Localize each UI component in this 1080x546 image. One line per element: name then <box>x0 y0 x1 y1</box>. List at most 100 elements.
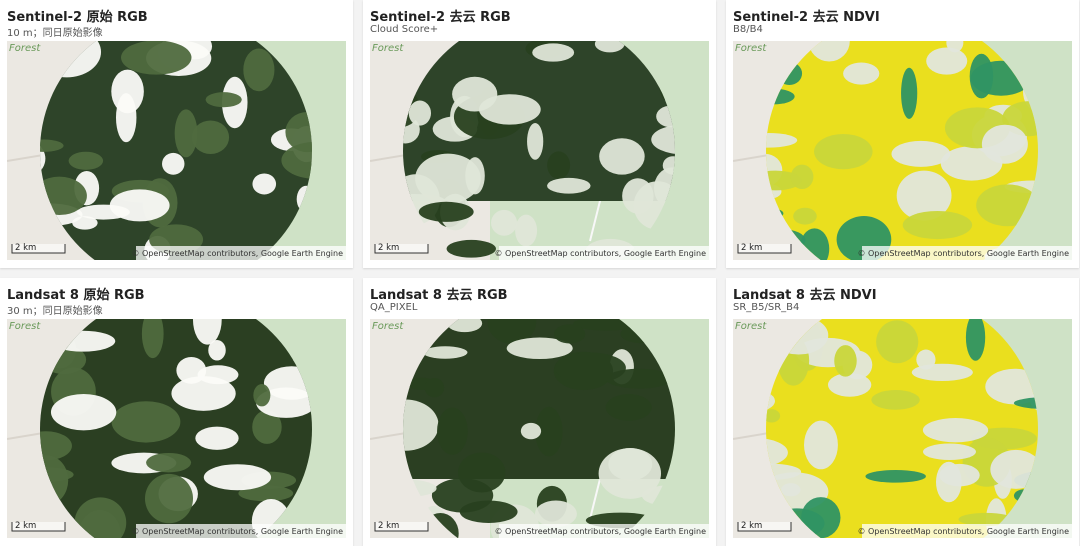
imagery-patch <box>834 345 857 377</box>
imagery-patch <box>418 201 474 222</box>
imagery-patch <box>78 509 122 538</box>
imagery-patch <box>766 438 788 468</box>
imagery <box>40 319 312 538</box>
imagery-patch <box>465 157 485 195</box>
imagery-patch <box>176 356 207 384</box>
imagery-patch <box>458 452 506 493</box>
attribution-bg <box>499 246 709 260</box>
imagery-patch <box>958 512 1014 526</box>
imagery-patch <box>965 319 986 361</box>
scale-label: 2 km <box>15 521 36 531</box>
scale-label: 2 km <box>741 243 762 253</box>
imagery-patch <box>256 387 312 418</box>
imagery-patch <box>553 324 586 344</box>
map-label: Forest <box>372 43 404 54</box>
scale-label: 2 km <box>15 243 36 253</box>
imagery-patch <box>554 352 626 384</box>
attribution: © OpenStreetMap contributors, Google Ear… <box>857 249 1069 258</box>
map-label: Forest <box>372 321 404 332</box>
imagery-patch <box>491 209 518 236</box>
imagery-patch <box>40 139 64 152</box>
imagery-patch <box>766 132 798 148</box>
imagery-patch <box>192 319 222 345</box>
imagery-patch <box>111 69 144 114</box>
imagery-patch <box>599 138 645 175</box>
map-card: Landsat 8 去云 RGB QA_PIXEL Forest 2 km © Open… <box>363 278 716 546</box>
panel-title: Landsat 8 去云 NDVI <box>733 288 877 303</box>
imagery-patch <box>520 422 542 440</box>
imagery-patch <box>487 319 537 344</box>
attribution-bg <box>136 524 346 538</box>
scale-label: 2 km <box>378 243 399 253</box>
map: Forest 2 km © OpenStreetMap contributors, … <box>733 41 1072 260</box>
map-card: Sentinel-2 去云 NDVI B8/B4 Forest 2 km © OpenS… <box>726 0 1079 268</box>
imagery-patch <box>605 394 652 421</box>
imagery-patch <box>547 151 571 180</box>
imagery-patch <box>121 41 192 75</box>
imagery-patch <box>969 53 994 99</box>
panel-title: Landsat 8 原始 RGB <box>7 288 145 303</box>
panel-title: Sentinel-2 原始 RGB <box>7 10 148 25</box>
attribution-bg <box>136 246 346 260</box>
imagery-patch <box>40 431 72 461</box>
imagery-patch <box>205 92 242 108</box>
imagery-patch <box>72 216 98 230</box>
map: Forest 2 km © OpenStreetMap contributors, … <box>370 41 709 260</box>
imagery-patch <box>896 170 952 221</box>
imagery-patch <box>843 62 880 85</box>
panel-subtitle: Cloud Score+ <box>370 24 439 35</box>
imagery-patch <box>238 485 294 502</box>
attribution-bg <box>862 246 1072 260</box>
map: Forest 2 km © OpenStreetMap contributors, … <box>733 319 1072 538</box>
imagery-patch <box>790 164 814 190</box>
imagery-patch <box>197 365 239 385</box>
imagery-patch <box>527 123 544 160</box>
imagery-patch <box>946 41 964 53</box>
panel-title: Sentinel-2 去云 NDVI <box>733 10 880 25</box>
imagery-patch <box>111 401 181 443</box>
imagery-patch <box>146 452 192 473</box>
panel-subtitle: B8/B4 <box>733 24 763 35</box>
imagery-patch <box>285 111 312 153</box>
map-label: Forest <box>9 321 41 332</box>
imagery-patch <box>144 473 194 524</box>
imagery-patch <box>876 320 919 364</box>
map: Forest 2 km © OpenStreetMap contributors, … <box>370 319 709 538</box>
scale-label: 2 km <box>741 521 762 531</box>
imagery-patch <box>766 409 781 423</box>
imagery-patch <box>203 464 272 491</box>
imagery-patch <box>252 410 282 444</box>
imagery-patch <box>865 470 926 483</box>
imagery-patch <box>243 48 275 92</box>
map-card: Landsat 8 去云 NDVI SR_B5/SR_B4 Forest 2 km © … <box>726 278 1079 546</box>
imagery-patch <box>902 210 973 240</box>
imagery-patch <box>252 173 277 195</box>
attribution: © OpenStreetMap contributors, Google Ear… <box>131 527 343 536</box>
imagery-patch <box>814 133 873 170</box>
map-card: Sentinel-2 去云 RGB Cloud Score+ Forest 2 km ©… <box>363 0 716 268</box>
imagery-patch <box>808 41 850 62</box>
imagery-patch <box>793 207 817 225</box>
imagery <box>40 41 312 260</box>
panel-title: Sentinel-2 去云 RGB <box>370 10 511 25</box>
scale-bar <box>374 522 429 532</box>
imagery-patch <box>651 124 675 155</box>
scale-label: 2 km <box>378 521 399 531</box>
imagery-patch <box>922 418 989 443</box>
scale-bar <box>737 244 792 254</box>
imagery-patch <box>446 239 496 258</box>
map-card: Landsat 8 原始 RGB 30 m；同日原始影像 Forest 2 km © O… <box>0 278 353 546</box>
imagery-patch <box>403 399 439 451</box>
imagery-patch <box>408 100 432 126</box>
map-label: Forest <box>9 43 41 54</box>
imagery-patch <box>171 376 236 411</box>
imagery-patch <box>901 67 918 119</box>
imagery-patch <box>534 500 577 528</box>
imagery-patch <box>447 319 483 333</box>
attribution: © OpenStreetMap contributors, Google Ear… <box>131 249 343 258</box>
panel-subtitle: QA_PIXEL <box>370 302 418 313</box>
attribution: © OpenStreetMap contributors, Google Ear… <box>857 527 1069 536</box>
imagery-patch <box>281 141 312 180</box>
imagery-patch <box>506 337 573 360</box>
map-label: Forest <box>735 43 767 54</box>
